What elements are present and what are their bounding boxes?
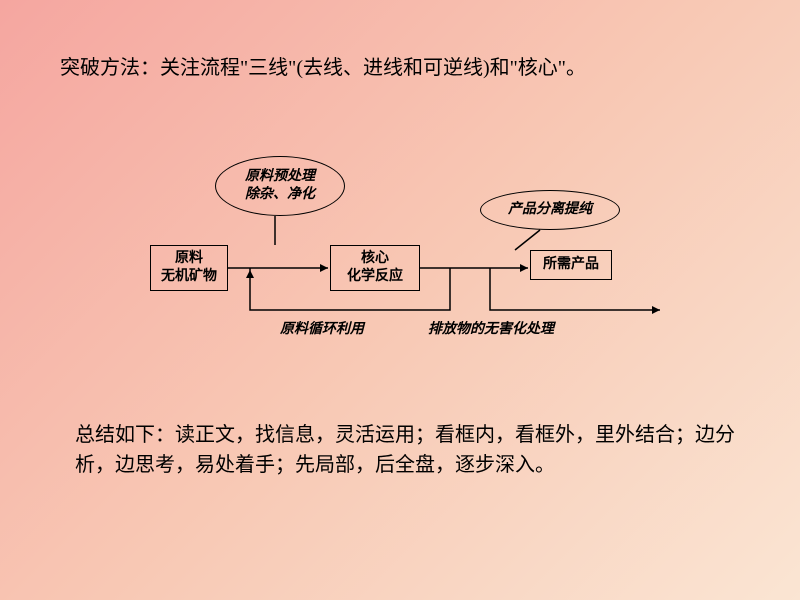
bubble-pretreat-line2: 除杂、净化 [245,186,315,204]
box-core-line2: 化学反应 [347,268,403,286]
flowchart-diagram: 原料 无机矿物 核心 化学反应 所需产品 原料预处理 除杂、净化 产品分离提纯 … [120,150,680,380]
bubble-pretreatment: 原料预处理 除杂、净化 [215,156,345,216]
box-raw-line1: 原料 [175,250,203,268]
label-recycle: 原料循环利用 [280,318,364,338]
box-raw-material: 原料 无机矿物 [150,245,228,291]
intro-paragraph: 突破方法：关注流程"三线"(去线、进线和可逆线)和"核心"。 [60,52,740,84]
bubble-separation: 产品分离提纯 [480,190,620,230]
box-product-line1: 所需产品 [543,256,599,274]
bubble-separate-line1: 产品分离提纯 [508,201,592,219]
summary-paragraph: 总结如下：读正文，找信息，灵活运用；看框内，看框外，里外结合；边分析，边思考，易… [75,420,740,480]
bubble-pretreat-line1: 原料预处理 [245,168,315,186]
box-core-reaction: 核心 化学反应 [330,245,420,291]
box-raw-line2: 无机矿物 [161,268,217,286]
label-waste: 排放物的无害化处理 [428,318,554,338]
box-product: 所需产品 [530,250,612,280]
box-core-line1: 核心 [361,250,389,268]
